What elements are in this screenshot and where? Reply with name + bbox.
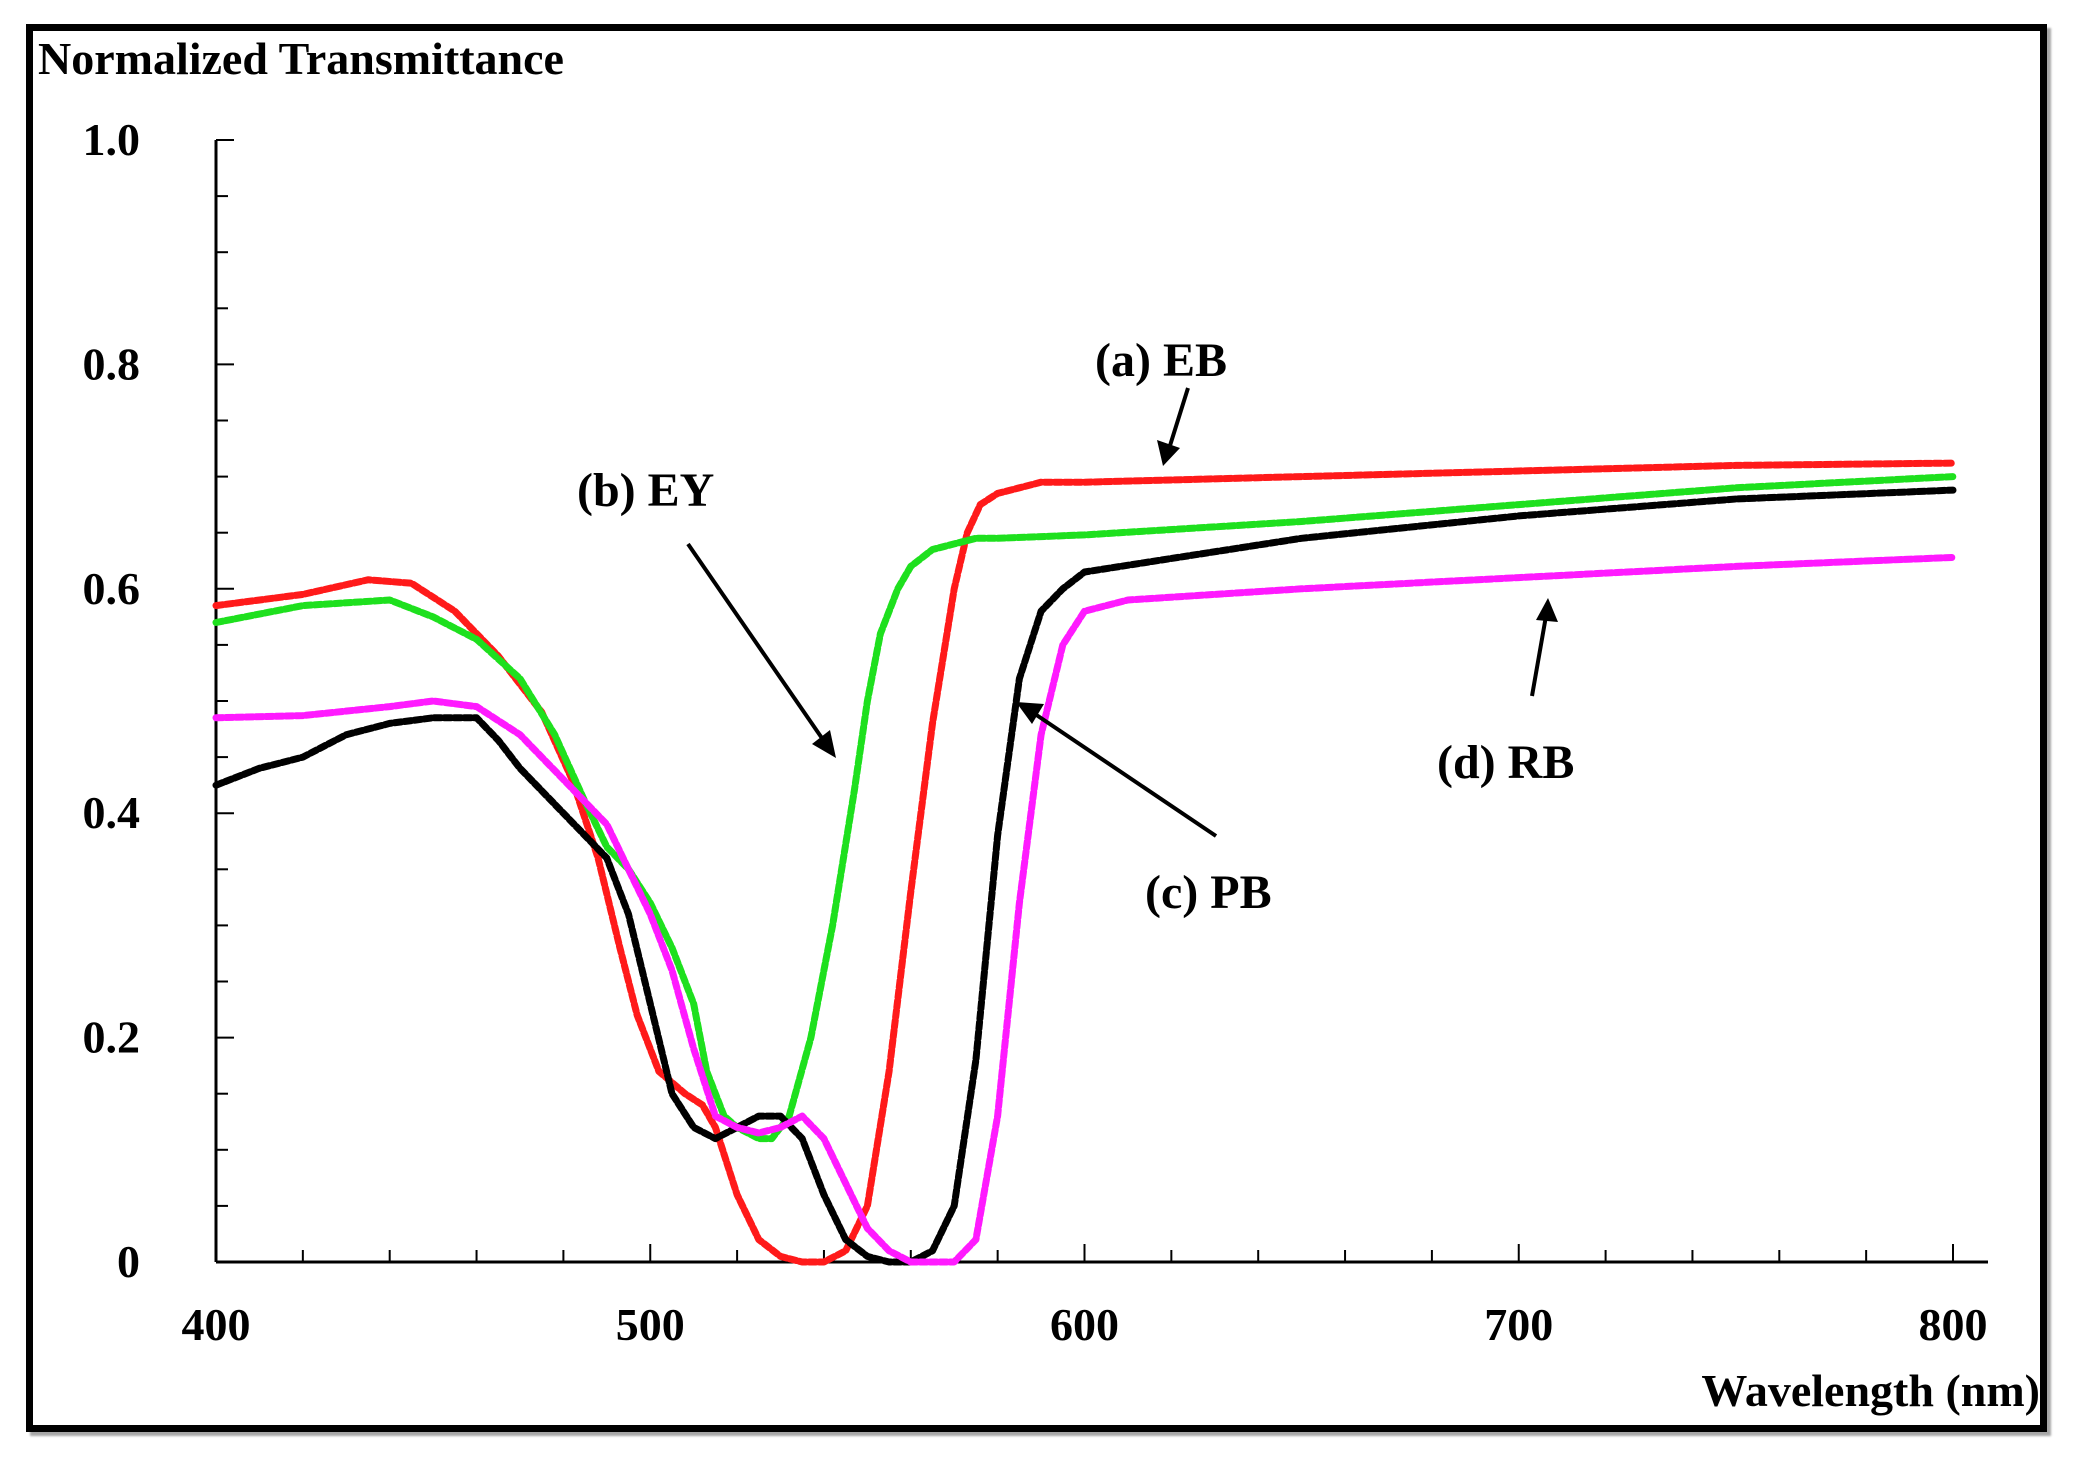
arrow-pb	[1016, 702, 1218, 838]
series-cpb	[212, 486, 1957, 1266]
x-tick-label: 700	[1484, 1299, 1553, 1350]
series-group	[212, 459, 1957, 1266]
annotation-pb: (c) PB	[1145, 866, 1272, 919]
y-tick-label: 0.4	[83, 787, 141, 838]
x-tick-label: 500	[616, 1299, 685, 1350]
series-drb	[212, 553, 1957, 1266]
x-tick-label: 400	[182, 1299, 251, 1350]
x-ticks: 400 500 600 700 800	[182, 1244, 1988, 1350]
annotations: (a) EB (b) EY (c) PB (d) RB	[577, 334, 1574, 919]
x-axis-label: Wavelength (nm)	[1701, 1365, 2040, 1416]
y-tick-label: 0.2	[83, 1012, 141, 1063]
x-tick-label: 600	[1050, 1299, 1119, 1350]
y-axis-label: Normalized Transmittance	[38, 33, 564, 84]
y-tick-label: 1.0	[83, 114, 141, 165]
arrow-rb	[1530, 598, 1558, 697]
annotation-eb: (a) EB	[1095, 334, 1227, 387]
series-aeb	[212, 459, 1957, 1266]
arrow-ey	[686, 542, 836, 758]
annotation-rb: (d) RB	[1437, 736, 1574, 789]
axes: 0 0.2 0.4 0.6 0.8 1.0 400 500 600 700 800	[83, 114, 1988, 1350]
y-ticks: 0 0.2 0.4 0.6 0.8 1.0	[83, 114, 234, 1287]
y-tick-label: 0.8	[83, 338, 141, 389]
arrow-eb	[1157, 387, 1190, 466]
series-bey	[212, 473, 1957, 1143]
y-tick-label: 0.6	[83, 563, 141, 614]
y-tick-label: 0	[117, 1236, 140, 1287]
x-tick-label: 800	[1919, 1299, 1988, 1350]
annotation-ey: (b) EY	[577, 464, 714, 517]
